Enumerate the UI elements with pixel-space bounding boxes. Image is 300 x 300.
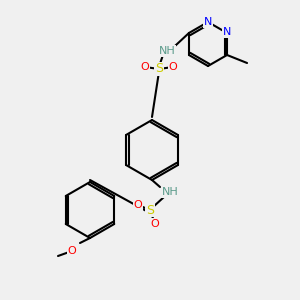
Text: NH: NH xyxy=(162,187,178,197)
Text: NH: NH xyxy=(159,46,175,56)
Text: S: S xyxy=(155,62,163,76)
Text: O: O xyxy=(169,62,177,72)
Text: N: N xyxy=(223,27,231,37)
Text: O: O xyxy=(68,246,76,256)
Text: N: N xyxy=(204,17,212,27)
Text: O: O xyxy=(151,219,159,229)
Text: S: S xyxy=(146,203,154,217)
Text: O: O xyxy=(141,62,149,72)
Text: O: O xyxy=(134,200,142,210)
